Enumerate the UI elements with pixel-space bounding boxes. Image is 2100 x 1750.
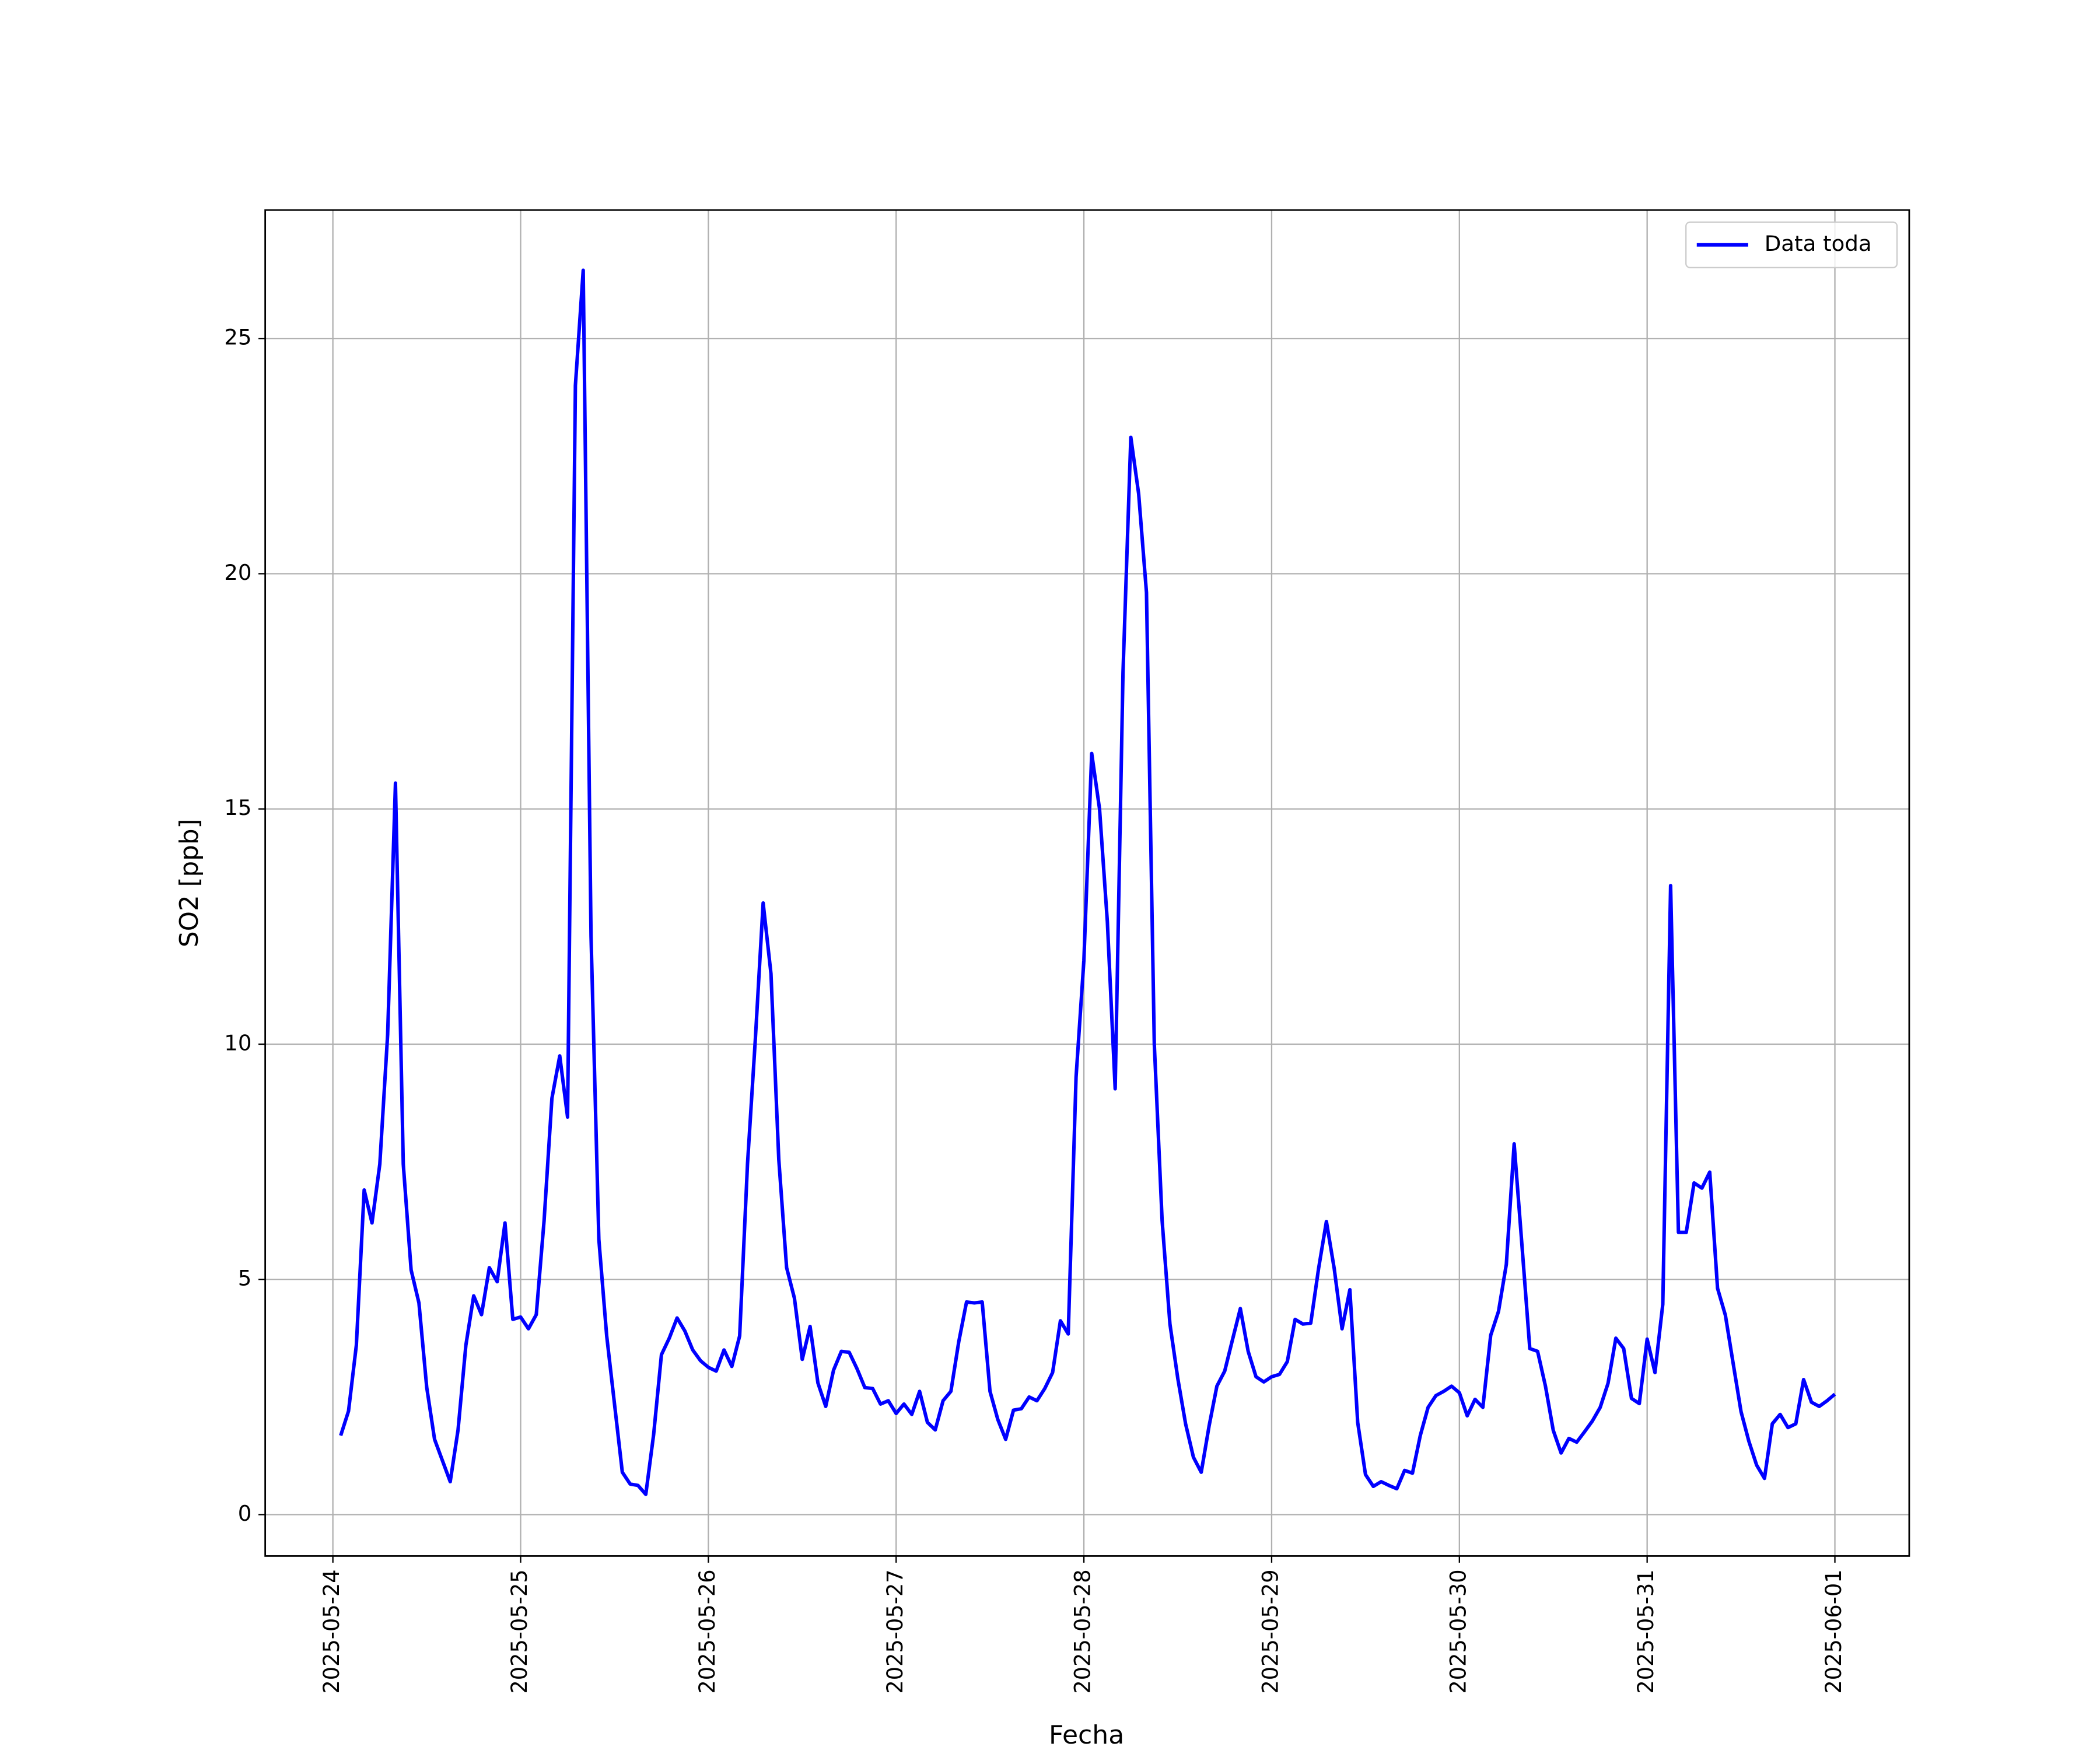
x-tick-label: 2025-05-28 xyxy=(1070,1569,1095,1693)
y-tick-label: 15 xyxy=(224,795,251,820)
x-tick-label: 2025-06-01 xyxy=(1821,1569,1846,1693)
x-tick-label: 2025-05-25 xyxy=(507,1569,532,1693)
y-tick-label: 10 xyxy=(224,1031,251,1056)
x-axis-label: Fecha xyxy=(1049,1720,1124,1750)
x-tick-label: 2025-05-29 xyxy=(1258,1569,1283,1693)
y-tick-label: 5 xyxy=(238,1266,252,1291)
y-axis-label: SO2 [ppb] xyxy=(174,819,204,947)
y-tick-label: 0 xyxy=(238,1501,252,1526)
x-tick-label: 2025-05-24 xyxy=(319,1569,344,1693)
x-tick-label: 2025-05-26 xyxy=(695,1569,720,1693)
legend-label: Data toda xyxy=(1765,231,1872,256)
x-tick-label: 2025-05-27 xyxy=(883,1569,908,1693)
data-line xyxy=(339,268,1836,1496)
y-tick-label: 20 xyxy=(224,560,251,585)
plot-frame xyxy=(264,209,1910,1557)
y-tick-label: 25 xyxy=(224,325,251,350)
legend-box xyxy=(1685,221,1898,268)
x-tick-label: 2025-05-31 xyxy=(1633,1569,1658,1693)
x-tick-label: 2025-05-30 xyxy=(1446,1569,1471,1693)
